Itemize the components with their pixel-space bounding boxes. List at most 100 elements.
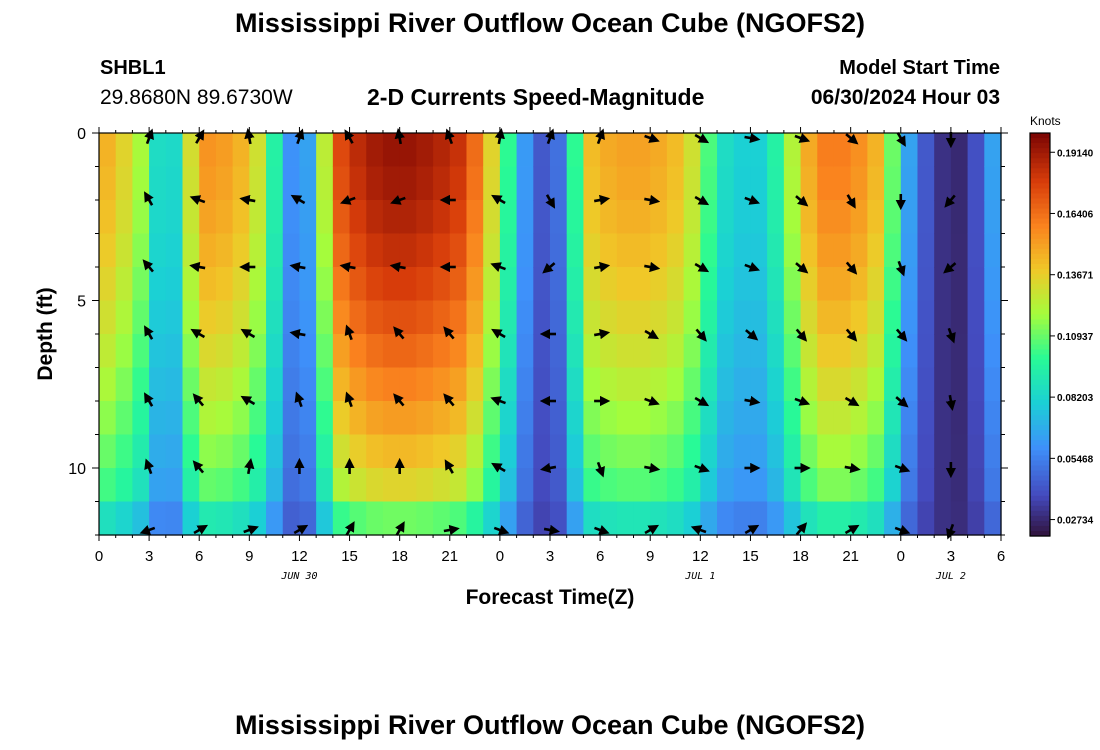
- heatmap-cell: [416, 401, 434, 436]
- heatmap-cell: [266, 267, 284, 302]
- heatmap-cell: [516, 468, 534, 503]
- vector-arrow: [744, 262, 760, 272]
- colorbar-tick-label: 0.02734: [1057, 516, 1094, 527]
- colorbar-strip: [1030, 525, 1050, 532]
- heatmap-cell: [483, 233, 501, 268]
- heatmap-cell: [149, 300, 167, 335]
- heatmap-cell: [249, 367, 267, 402]
- heatmap-cell: [499, 334, 518, 369]
- heatmap-cell: [449, 401, 468, 436]
- heatmap-cell: [934, 434, 952, 469]
- vector-arrow: [344, 391, 355, 408]
- colorbar-strip: [1030, 505, 1050, 512]
- vector-arrow: [895, 328, 908, 342]
- colorbar-strip: [1030, 274, 1050, 280]
- heatmap-cell: [950, 468, 969, 503]
- heatmap-cell: [917, 166, 935, 201]
- heatmap-cell: [917, 334, 935, 369]
- heatmap-cell: [733, 334, 752, 369]
- heatmap-cell: [99, 468, 117, 503]
- heatmap-cell: [132, 200, 150, 235]
- heatmap-cell: [99, 401, 117, 436]
- colorbar-strip: [1030, 344, 1050, 351]
- heatmap-cell: [934, 367, 952, 402]
- colorbar-tick-label: 0.13671: [1057, 271, 1094, 282]
- x-tick-label: 9: [646, 548, 654, 565]
- heatmap-cell: [282, 468, 301, 503]
- heatmap-cell: [884, 367, 902, 402]
- heatmap-cell: [316, 367, 334, 402]
- vector-arrow: [794, 396, 811, 406]
- heatmap-cell: [583, 267, 601, 302]
- heatmap-cell: [833, 501, 852, 536]
- colorbar-strip: [1030, 218, 1050, 225]
- heatmap-cell: [867, 133, 885, 168]
- heatmap-cell: [633, 166, 651, 201]
- vector-arrow: [543, 524, 561, 536]
- heatmap-cell: [499, 267, 518, 302]
- heatmap-cell: [700, 367, 718, 402]
- heatmap-cell: [850, 233, 868, 268]
- heatmap-cell: [399, 367, 417, 402]
- heatmap-cell: [249, 267, 267, 302]
- x-axis: 0 3 6 9 12 15 18 21 0 3 6 9 12 15 18 21 0 3 6 JUN 30 JUL 1 JU…: [95, 127, 1005, 582]
- colorbar-strip: [1030, 384, 1050, 391]
- heatmap-cell: [616, 367, 635, 402]
- heatmap-cell: [867, 300, 885, 335]
- colorbar-strip: [1030, 364, 1050, 371]
- x-tick-label: 6: [997, 548, 1005, 565]
- heatmap-cell: [382, 300, 401, 335]
- heatmap-cell: [817, 367, 835, 402]
- colorbar-strip: [1030, 314, 1050, 320]
- heatmap-cell: [299, 200, 317, 235]
- colorbar-strip: [1030, 515, 1050, 522]
- heatmap-cell: [817, 166, 835, 201]
- heatmap-cell: [416, 267, 434, 302]
- model-start-value: 06/30/2024 Hour 03: [810, 86, 1000, 109]
- heatmap-cell: [332, 501, 351, 536]
- vector-arrow: [289, 261, 306, 273]
- colorbar-strip: [1030, 279, 1050, 285]
- colorbar-strip: [1030, 208, 1050, 215]
- vector-arrow: [694, 133, 710, 144]
- heatmap-cell: [99, 233, 117, 268]
- heatmap-cell: [717, 501, 735, 536]
- heatmap-cell: [215, 434, 234, 469]
- heatmap-cell: [516, 267, 534, 302]
- heatmap-cell: [349, 468, 367, 503]
- heatmap-cell: [950, 367, 969, 402]
- heatmap-cell: [382, 401, 401, 436]
- heatmap-cell: [382, 133, 401, 168]
- colorbar-strip: [1030, 430, 1050, 436]
- heatmap-cell: [934, 267, 952, 302]
- heatmap-cell: [132, 233, 150, 268]
- heatmap-cell: [416, 501, 434, 536]
- heatmap-cell: [550, 434, 568, 469]
- heatmap-cell: [199, 334, 217, 369]
- heatmap-cell: [165, 367, 184, 402]
- vector-arrow: [542, 262, 556, 274]
- heatmap-cell: [533, 334, 551, 369]
- heatmap-cell: [984, 367, 1002, 402]
- heatmap-cell: [366, 300, 384, 335]
- heatmap-cell: [382, 501, 401, 536]
- heatmap-cell: [366, 166, 384, 201]
- heatmap-cell: [516, 166, 534, 201]
- vector-arrow: [444, 128, 455, 145]
- heatmap-cell: [382, 367, 401, 402]
- colorbar-strip: [1030, 178, 1050, 184]
- colorbar-tick-label: 0.19140: [1057, 148, 1094, 159]
- vector-arrow: [344, 324, 355, 341]
- heatmap-cell: [499, 133, 518, 168]
- heatmap-cell: [867, 434, 885, 469]
- heatmap-cell: [232, 401, 250, 436]
- heatmap-cell: [750, 501, 768, 536]
- heatmap-cell: [750, 300, 768, 335]
- vector-arrow: [189, 261, 206, 273]
- heatmap-cell: [733, 233, 752, 268]
- heatmap-cell: [533, 200, 551, 235]
- heatmap-cell: [99, 367, 117, 402]
- heatmap-cell: [783, 166, 802, 201]
- colorbar-strip: [1030, 258, 1050, 265]
- colorbar-strip: [1030, 334, 1050, 341]
